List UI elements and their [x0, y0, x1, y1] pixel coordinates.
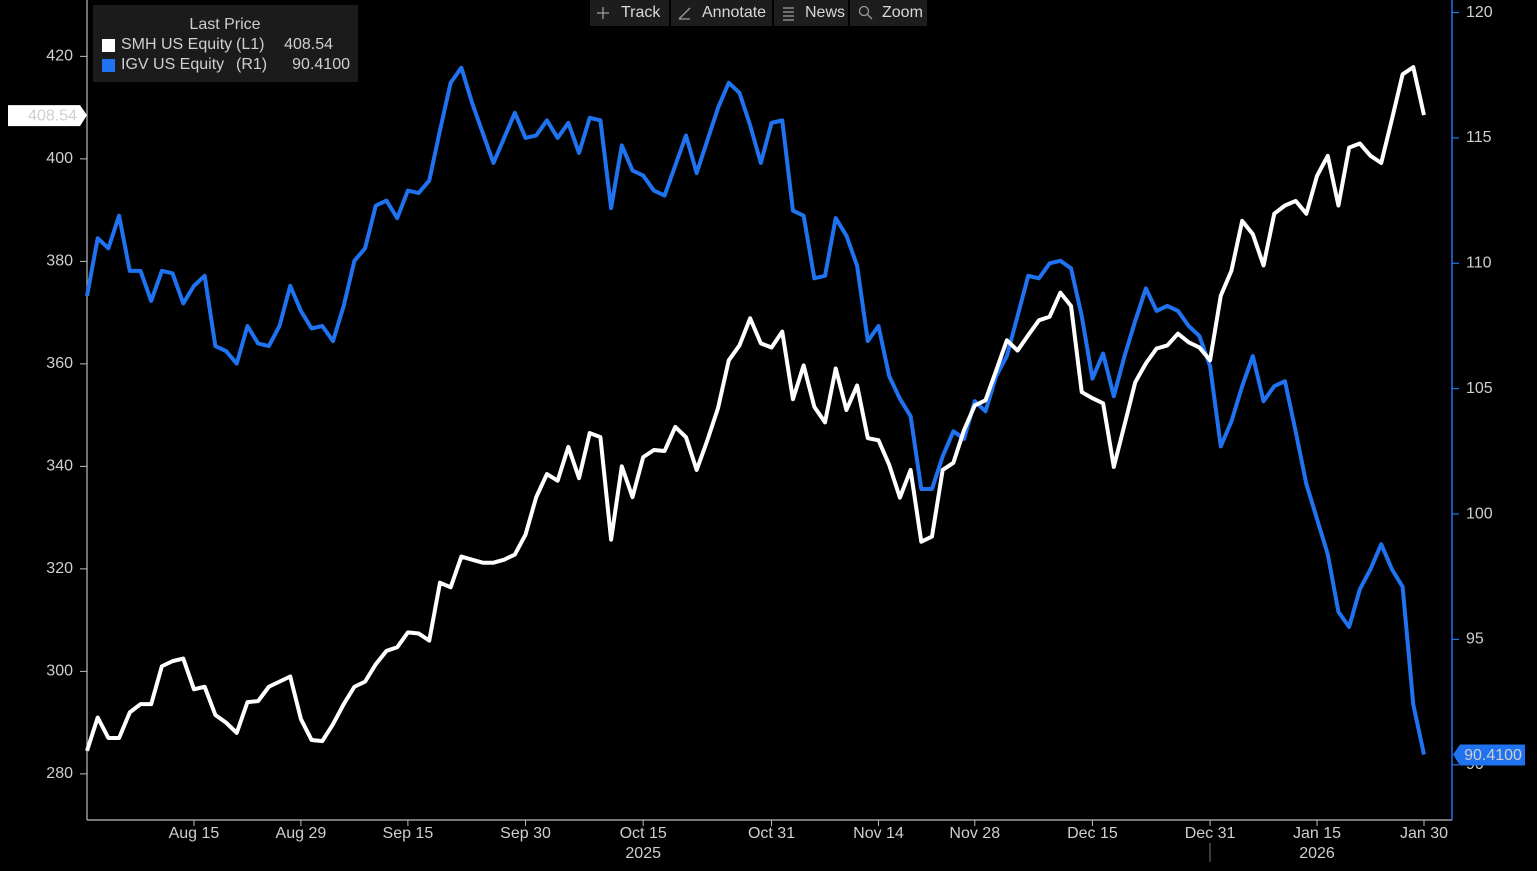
- toolbar-label[interactable]: News: [805, 4, 845, 21]
- legend-swatch: [102, 59, 115, 72]
- year-label: 2025: [625, 845, 661, 862]
- toolbar-label[interactable]: Track: [621, 4, 661, 21]
- y2-tick-label: 115: [1466, 129, 1492, 146]
- toolbar: Track Annotate News Zoom: [590, 0, 927, 26]
- y-tick-label: 420: [46, 48, 73, 65]
- x-tick-label: Oct 15: [620, 825, 667, 842]
- x-tick-label: Jan 15: [1293, 825, 1341, 842]
- news-button[interactable]: [774, 0, 848, 26]
- last-price-flag: [8, 105, 87, 127]
- y2-tick-label: 100: [1466, 505, 1493, 522]
- toolbar-icons: [597, 5, 873, 21]
- y2-tick-label: 110: [1466, 255, 1492, 272]
- y-tick-label: 280: [46, 765, 73, 782]
- plot-area: [85, 65, 1426, 755]
- legend-value: 408.54: [284, 36, 333, 53]
- zoom-button[interactable]: [850, 0, 927, 26]
- y2-tick-label: 95: [1466, 631, 1484, 648]
- legend-swatch: [102, 39, 115, 52]
- x-tick-label: Jan 30: [1400, 825, 1448, 842]
- annotate-button[interactable]: [671, 0, 772, 26]
- legend-axis-tag: (L1): [236, 36, 264, 53]
- legend-title: Last Price: [189, 16, 260, 33]
- legend-label: SMH US Equity: [121, 36, 232, 53]
- x-tick-label: Sep 15: [383, 825, 434, 842]
- x-tick-label: Nov 14: [853, 825, 904, 842]
- series-line: [85, 65, 1426, 752]
- x-tick-label: Nov 28: [949, 825, 1000, 842]
- legend: Last Price: [93, 5, 358, 82]
- y-tick-label: 340: [46, 458, 73, 475]
- x-tick-label: Aug 29: [276, 825, 327, 842]
- y2-tick-label: 120: [1466, 4, 1493, 21]
- toolbar-label[interactable]: Annotate: [702, 4, 766, 21]
- legend-axis-tag: (R1): [236, 56, 267, 73]
- x-tick-label: Dec 31: [1185, 825, 1236, 842]
- last-price-flag: [1453, 744, 1525, 766]
- y-tick-label: 300: [46, 663, 73, 680]
- y-tick-label: 360: [46, 355, 73, 372]
- y-tick-label: 320: [46, 560, 73, 577]
- y2-tick-label: 105: [1466, 380, 1493, 397]
- x-tick-label: Sep 30: [500, 825, 551, 842]
- last-price-label: 90.4100: [1464, 747, 1522, 764]
- x-tick-label: Aug 15: [169, 825, 220, 842]
- legend-label: IGV US Equity: [121, 56, 224, 73]
- y-tick-label: 400: [46, 150, 73, 167]
- last-price-label: 408.54: [28, 107, 77, 124]
- y-tick-label: 380: [46, 253, 73, 270]
- legend-box: [93, 5, 358, 82]
- series-line: [85, 65, 1426, 755]
- toolbar-label[interactable]: Zoom: [882, 4, 923, 21]
- x-tick-label: Oct 31: [748, 825, 795, 842]
- year-label: 2026: [1299, 845, 1335, 862]
- x-tick-label: Dec 15: [1067, 825, 1118, 842]
- legend-value: 90.4100: [292, 56, 350, 73]
